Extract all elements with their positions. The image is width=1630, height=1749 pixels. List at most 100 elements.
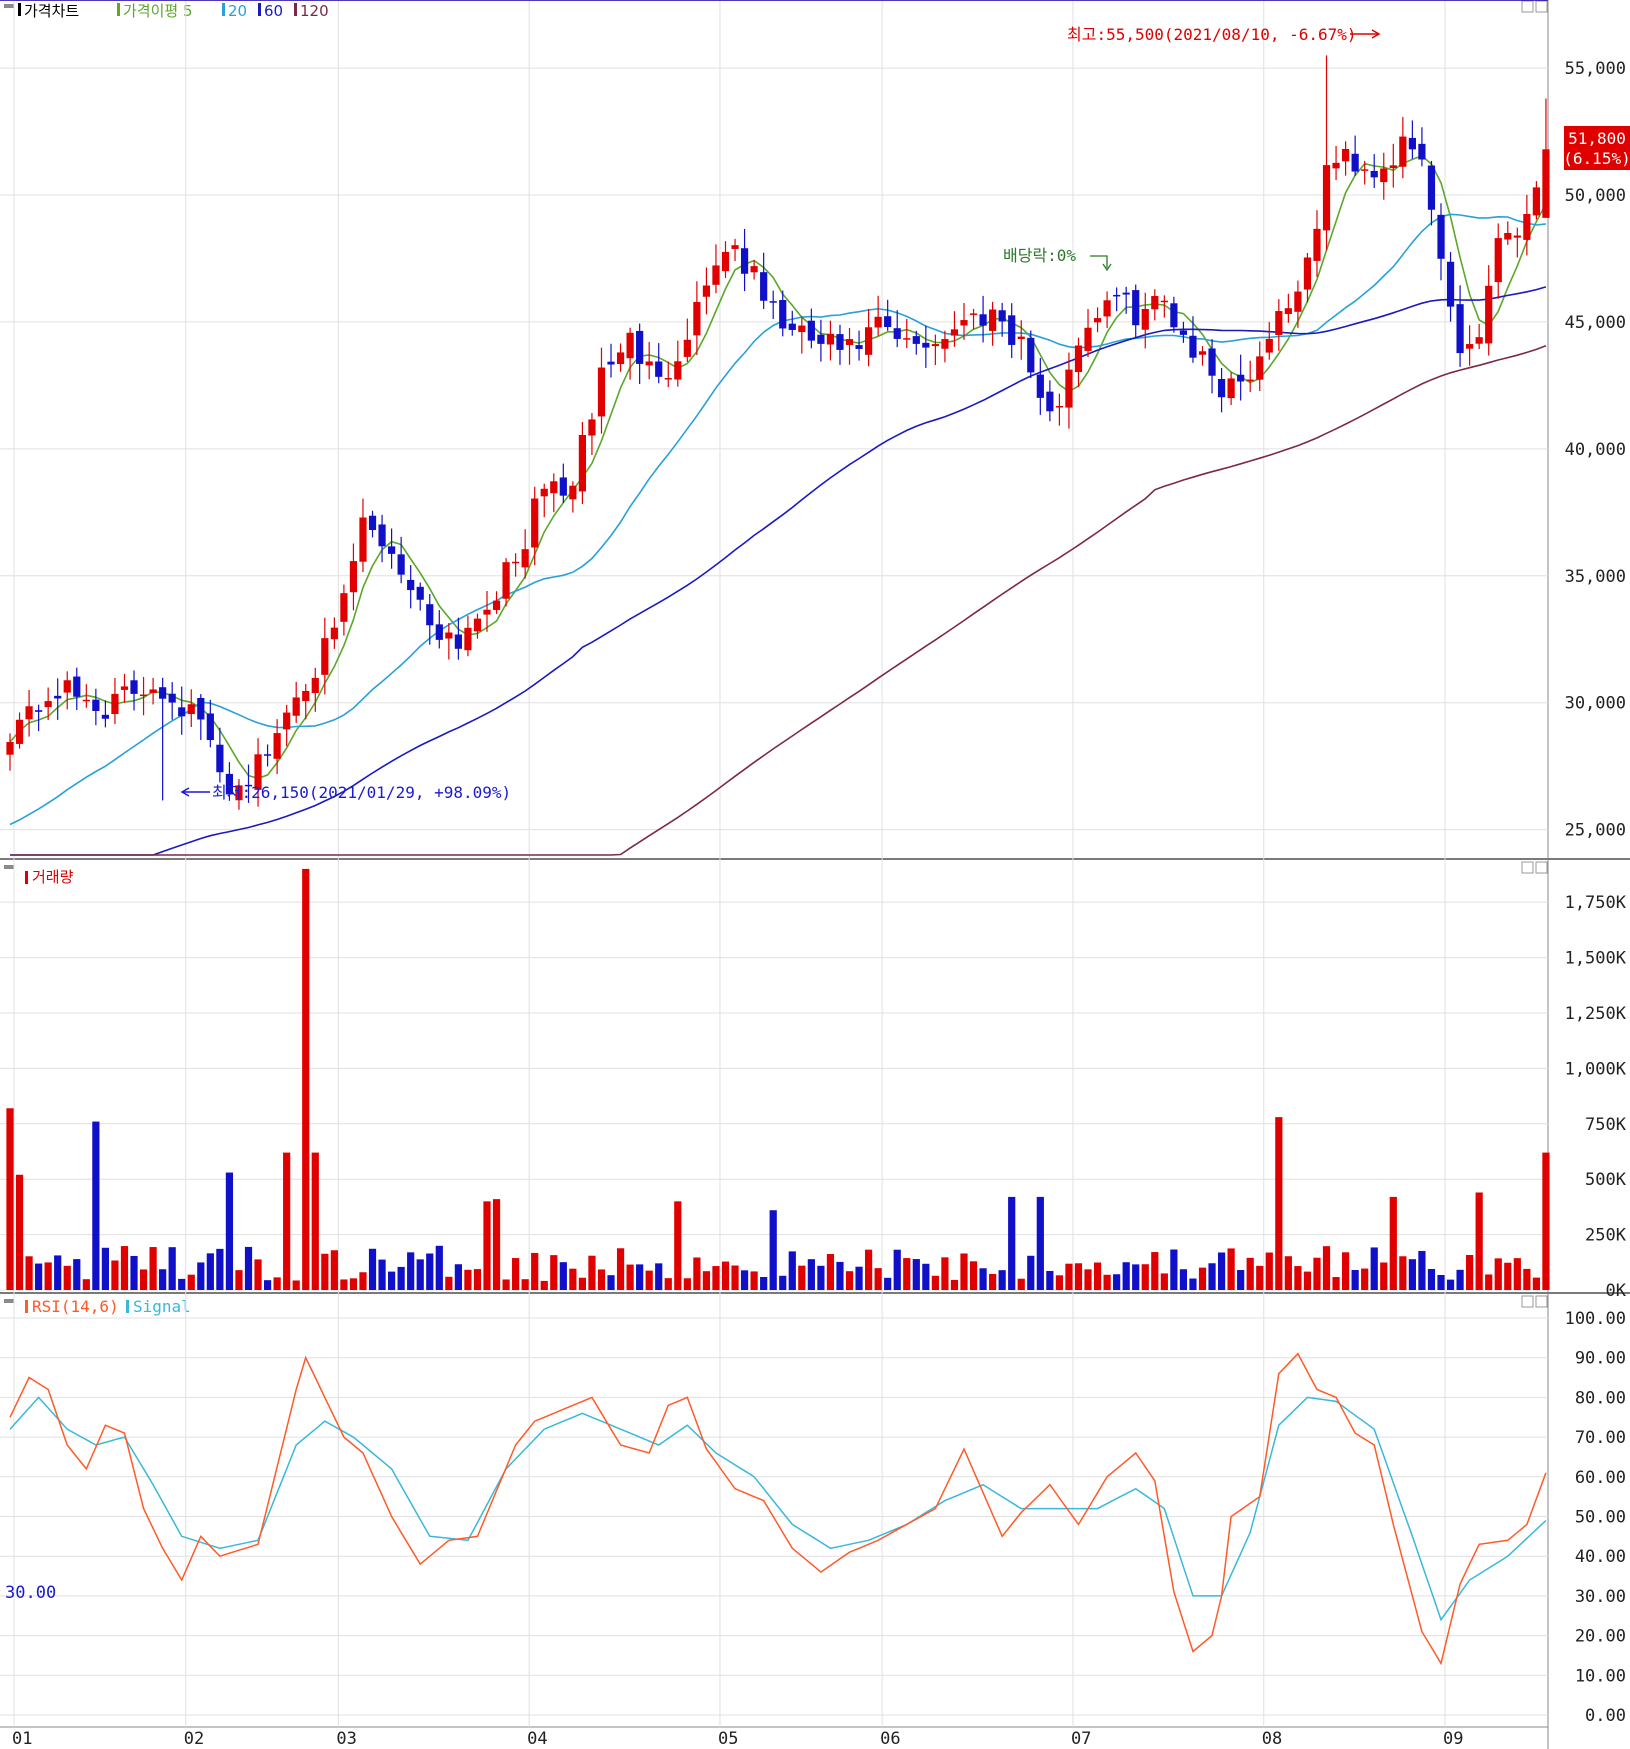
candle xyxy=(111,677,119,725)
volume-bar xyxy=(588,1255,596,1290)
legend-rsi[interactable]: RSI(14,6) xyxy=(32,1297,119,1316)
volume-bar xyxy=(1427,1269,1436,1290)
volume-bar xyxy=(550,1255,558,1290)
legend-ma120[interactable]: 120 xyxy=(300,2,329,20)
candle-body xyxy=(168,693,176,703)
close-icon[interactable] xyxy=(1535,861,1548,874)
legend-swatch-ma120 xyxy=(294,3,297,16)
volume-bar xyxy=(1074,1263,1083,1290)
candle xyxy=(960,303,968,340)
last-price-value: 51,800 xyxy=(1568,129,1626,148)
ma120-line xyxy=(10,345,1547,856)
volume-bar xyxy=(407,1252,415,1290)
candle xyxy=(283,704,291,747)
candle xyxy=(969,308,978,330)
candle-body xyxy=(531,498,539,548)
candle-body xyxy=(521,549,529,568)
volume-bar xyxy=(1017,1278,1025,1290)
volume-bar xyxy=(187,1274,195,1290)
candle xyxy=(540,483,548,518)
legend-volume[interactable]: 거래량 xyxy=(32,868,74,886)
candle xyxy=(1332,145,1340,180)
candle xyxy=(817,319,825,362)
legend-swatch-signal xyxy=(126,1300,129,1313)
candle-body xyxy=(15,719,24,744)
volume-bar xyxy=(225,1172,234,1290)
volume-bar xyxy=(950,1279,959,1290)
rsi-tick-label: 0.00 xyxy=(1585,1706,1626,1726)
volume-tick-label: 1,000K xyxy=(1565,1059,1627,1079)
candle xyxy=(1179,321,1188,343)
rsi-level-30-label: 30.00 xyxy=(5,1583,56,1603)
candle-body xyxy=(120,686,129,690)
candle xyxy=(712,244,720,294)
legend-ma20[interactable]: 20 xyxy=(228,2,247,20)
candle xyxy=(1303,252,1312,303)
candle-body xyxy=(1504,232,1512,240)
volume-bar xyxy=(531,1252,539,1290)
candle-body xyxy=(798,325,806,333)
minimize-icon[interactable] xyxy=(1521,0,1534,13)
candle-body xyxy=(1370,170,1378,178)
panel-menu-icon[interactable] xyxy=(4,865,14,869)
legend-signal[interactable]: Signal xyxy=(133,1297,191,1316)
close-icon[interactable] xyxy=(1535,1295,1548,1308)
candle xyxy=(1456,285,1464,367)
candle-body xyxy=(492,600,501,610)
candle xyxy=(1256,341,1264,392)
volume-bar xyxy=(397,1266,405,1290)
candle-body xyxy=(1065,369,1073,408)
volume-bar xyxy=(798,1265,806,1290)
volume-bar xyxy=(941,1257,949,1290)
panel-menu-icon[interactable] xyxy=(4,1299,14,1303)
candle xyxy=(874,295,882,336)
volume-bar xyxy=(664,1278,672,1290)
candle-body xyxy=(817,334,825,344)
last-price-badge xyxy=(1564,126,1630,170)
volume-bar xyxy=(616,1248,625,1290)
candle xyxy=(397,536,405,584)
volume-bar xyxy=(254,1259,262,1290)
volume-bar xyxy=(378,1259,386,1290)
candle-body xyxy=(1189,335,1197,358)
legend-price[interactable]: 가격차트 xyxy=(24,2,79,20)
panel-menu-icon[interactable] xyxy=(4,4,14,8)
minimize-icon[interactable] xyxy=(1521,1295,1534,1308)
legend-swatch-volume xyxy=(25,871,28,884)
candle-body xyxy=(683,339,691,357)
volume-bar xyxy=(1437,1274,1445,1290)
close-icon[interactable] xyxy=(1535,0,1548,13)
candle xyxy=(865,308,873,367)
candle-body xyxy=(92,699,100,711)
candle-body xyxy=(149,689,157,693)
volume-bar xyxy=(1170,1249,1178,1290)
candle xyxy=(807,308,815,349)
candle xyxy=(798,316,806,354)
candle-body xyxy=(1532,187,1540,216)
volume-bar xyxy=(54,1255,62,1290)
legend-ma5[interactable]: 가격이평 5 xyxy=(123,2,193,20)
volume-bar xyxy=(244,1246,253,1290)
volume-bar xyxy=(1466,1254,1474,1290)
candle-body xyxy=(645,361,653,366)
volume-bar xyxy=(321,1253,329,1290)
price-tick-label: 45,000 xyxy=(1565,313,1626,333)
volume-bar xyxy=(1256,1265,1264,1290)
candle-body xyxy=(1351,153,1359,172)
legend-ma60[interactable]: 60 xyxy=(264,2,283,20)
minimize-icon[interactable] xyxy=(1521,861,1534,874)
volume-bar xyxy=(464,1269,472,1290)
candle-body xyxy=(989,309,997,331)
candle-body xyxy=(178,707,186,717)
rsi-tick-label: 30.00 xyxy=(1575,1587,1626,1607)
candle xyxy=(92,688,100,726)
volume-bar xyxy=(989,1273,997,1290)
candle xyxy=(1313,210,1321,277)
candle xyxy=(464,615,472,657)
candle xyxy=(922,325,930,368)
candle-body xyxy=(1408,137,1416,150)
candle-body xyxy=(779,300,787,329)
candle xyxy=(989,301,997,346)
candle xyxy=(1065,352,1073,429)
